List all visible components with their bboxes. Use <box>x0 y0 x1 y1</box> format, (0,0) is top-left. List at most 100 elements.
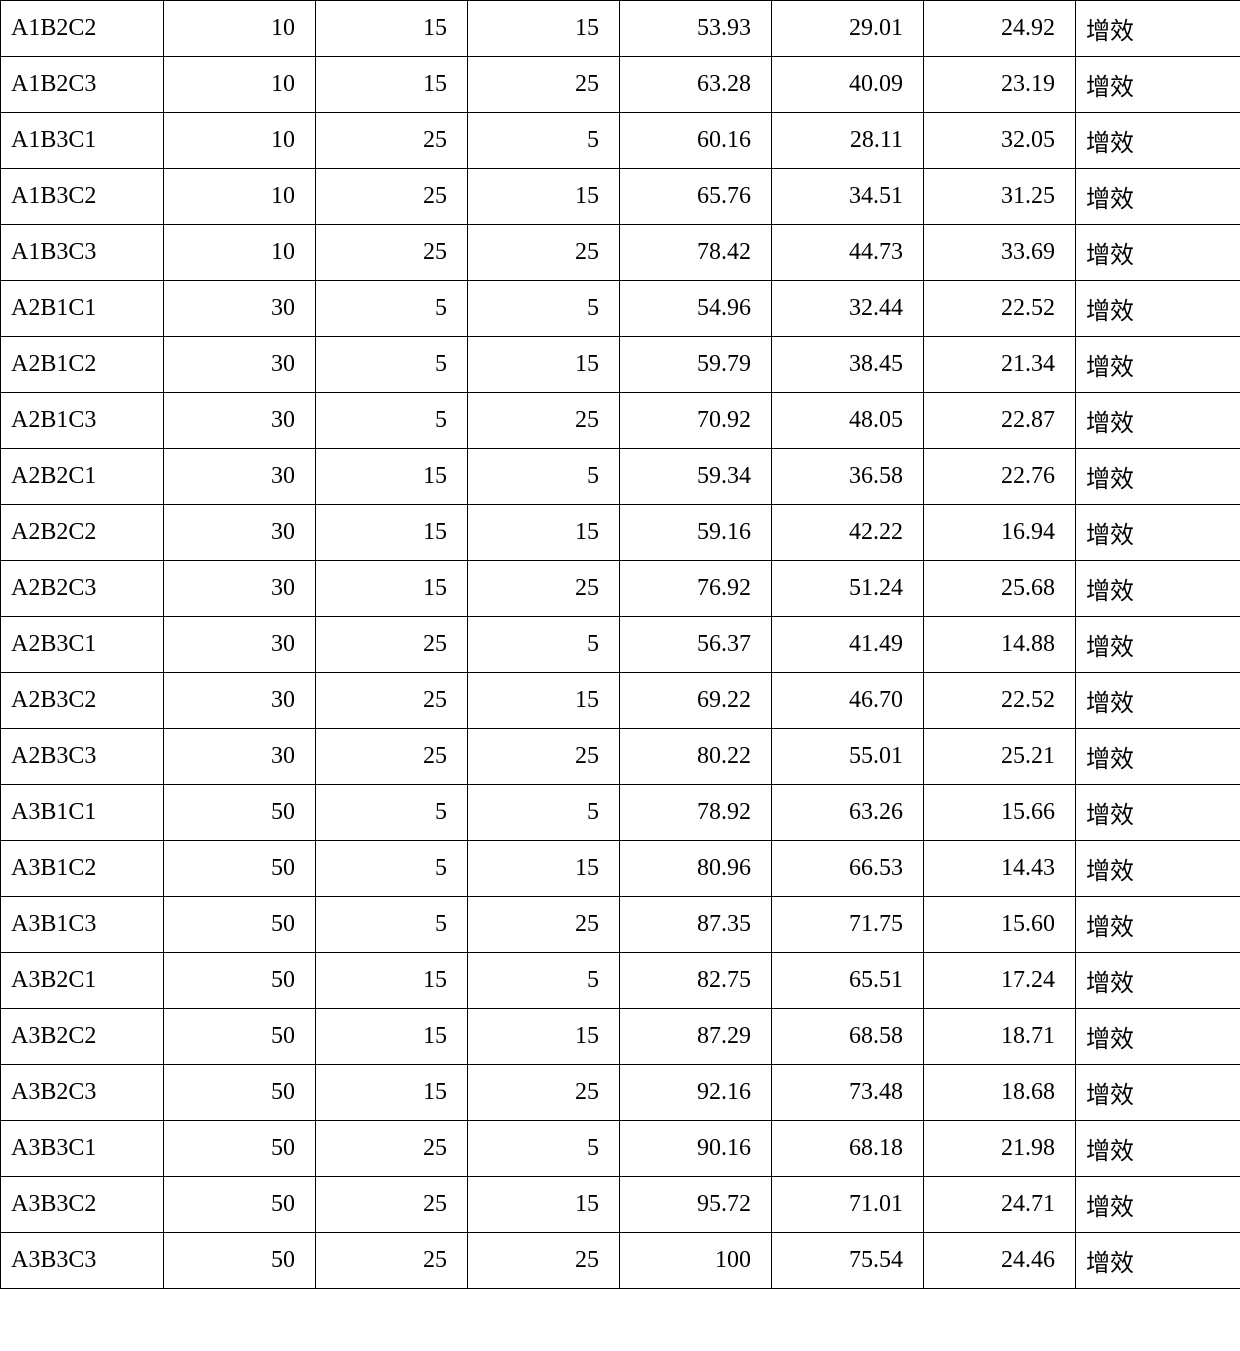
cell-c4: 65.76 <box>620 169 772 225</box>
cell-effect: 增效 <box>1076 1121 1240 1177</box>
cell-label: A2B3C3 <box>1 729 164 785</box>
cell-c6: 15.60 <box>924 897 1076 953</box>
table-row: A2B1C23051559.7938.4521.34增效 <box>1 337 1240 393</box>
cell-c4: 82.75 <box>620 953 772 1009</box>
cell-c5: 28.11 <box>772 113 924 169</box>
cell-c5: 29.01 <box>772 1 924 57</box>
cell-effect: 增效 <box>1076 169 1240 225</box>
cell-c3: 25 <box>468 57 620 113</box>
cell-label: A3B2C1 <box>1 953 164 1009</box>
cell-c4: 78.42 <box>620 225 772 281</box>
cell-c2: 5 <box>316 841 468 897</box>
cell-c2: 25 <box>316 617 468 673</box>
cell-c1: 30 <box>164 617 316 673</box>
cell-c4: 69.22 <box>620 673 772 729</box>
cell-label: A1B2C3 <box>1 57 164 113</box>
cell-label: A2B1C1 <box>1 281 164 337</box>
cell-effect: 增效 <box>1076 337 1240 393</box>
cell-c6: 24.92 <box>924 1 1076 57</box>
cell-c5: 36.58 <box>772 449 924 505</box>
cell-effect: 增效 <box>1076 953 1240 1009</box>
cell-c3: 25 <box>468 561 620 617</box>
cell-c2: 15 <box>316 953 468 1009</box>
cell-c6: 21.34 <box>924 337 1076 393</box>
cell-effect: 增效 <box>1076 1009 1240 1065</box>
cell-c5: 66.53 <box>772 841 924 897</box>
cell-label: A1B3C3 <box>1 225 164 281</box>
table-row: A3B3C350252510075.5424.46增效 <box>1 1233 1240 1289</box>
cell-c1: 30 <box>164 337 316 393</box>
cell-c2: 15 <box>316 505 468 561</box>
cell-effect: 增效 <box>1076 281 1240 337</box>
cell-label: A1B3C1 <box>1 113 164 169</box>
cell-c3: 15 <box>468 337 620 393</box>
cell-c6: 33.69 <box>924 225 1076 281</box>
cell-label: A3B2C2 <box>1 1009 164 1065</box>
cell-c5: 34.51 <box>772 169 924 225</box>
table-row: A3B3C15025590.1668.1821.98增效 <box>1 1121 1240 1177</box>
cell-c4: 100 <box>620 1233 772 1289</box>
cell-effect: 增效 <box>1076 617 1240 673</box>
cell-c6: 22.76 <box>924 449 1076 505</box>
cell-c4: 76.92 <box>620 561 772 617</box>
cell-label: A1B3C2 <box>1 169 164 225</box>
cell-c5: 55.01 <box>772 729 924 785</box>
cell-c5: 46.70 <box>772 673 924 729</box>
cell-effect: 增效 <box>1076 841 1240 897</box>
cell-c3: 5 <box>468 113 620 169</box>
cell-c1: 30 <box>164 505 316 561</box>
cell-effect: 增效 <box>1076 1065 1240 1121</box>
cell-c4: 59.79 <box>620 337 772 393</box>
cell-label: A3B3C2 <box>1 1177 164 1233</box>
cell-c4: 78.92 <box>620 785 772 841</box>
cell-c1: 30 <box>164 561 316 617</box>
cell-c3: 25 <box>468 225 620 281</box>
cell-c6: 17.24 <box>924 953 1076 1009</box>
cell-c6: 25.68 <box>924 561 1076 617</box>
cell-c3: 25 <box>468 897 620 953</box>
cell-c4: 53.93 <box>620 1 772 57</box>
table-row: A3B1C1505578.9263.2615.66增效 <box>1 785 1240 841</box>
cell-label: A2B3C1 <box>1 617 164 673</box>
cell-c3: 15 <box>468 673 620 729</box>
cell-c1: 50 <box>164 1233 316 1289</box>
cell-c4: 92.16 <box>620 1065 772 1121</box>
cell-c1: 50 <box>164 1177 316 1233</box>
cell-c4: 70.92 <box>620 393 772 449</box>
cell-c4: 95.72 <box>620 1177 772 1233</box>
cell-c1: 50 <box>164 897 316 953</box>
cell-c1: 10 <box>164 169 316 225</box>
cell-c5: 51.24 <box>772 561 924 617</box>
cell-c6: 14.88 <box>924 617 1076 673</box>
cell-c2: 25 <box>316 1233 468 1289</box>
cell-c2: 5 <box>316 337 468 393</box>
cell-c6: 32.05 <box>924 113 1076 169</box>
cell-effect: 增效 <box>1076 1177 1240 1233</box>
table-row: A3B2C15015582.7565.5117.24增效 <box>1 953 1240 1009</box>
table-row: A2B3C330252580.2255.0125.21增效 <box>1 729 1240 785</box>
cell-effect: 增效 <box>1076 1 1240 57</box>
cell-c4: 54.96 <box>620 281 772 337</box>
cell-c4: 90.16 <box>620 1121 772 1177</box>
cell-c6: 31.25 <box>924 169 1076 225</box>
cell-c1: 10 <box>164 225 316 281</box>
cell-c4: 80.96 <box>620 841 772 897</box>
cell-c1: 50 <box>164 785 316 841</box>
cell-c2: 25 <box>316 1121 468 1177</box>
table-row: A3B3C250251595.7271.0124.71增效 <box>1 1177 1240 1233</box>
data-table: A1B2C210151553.9329.0124.92增效A1B2C310152… <box>0 0 1240 1289</box>
cell-label: A2B2C1 <box>1 449 164 505</box>
cell-c6: 18.71 <box>924 1009 1076 1065</box>
cell-c3: 5 <box>468 1121 620 1177</box>
cell-c5: 65.51 <box>772 953 924 1009</box>
cell-label: A2B3C2 <box>1 673 164 729</box>
cell-effect: 增效 <box>1076 785 1240 841</box>
cell-label: A3B1C2 <box>1 841 164 897</box>
cell-c1: 30 <box>164 281 316 337</box>
table-row: A1B2C310152563.2840.0923.19增效 <box>1 57 1240 113</box>
cell-c2: 15 <box>316 1009 468 1065</box>
cell-c4: 60.16 <box>620 113 772 169</box>
cell-c2: 5 <box>316 785 468 841</box>
cell-label: A3B3C3 <box>1 1233 164 1289</box>
cell-effect: 增效 <box>1076 505 1240 561</box>
